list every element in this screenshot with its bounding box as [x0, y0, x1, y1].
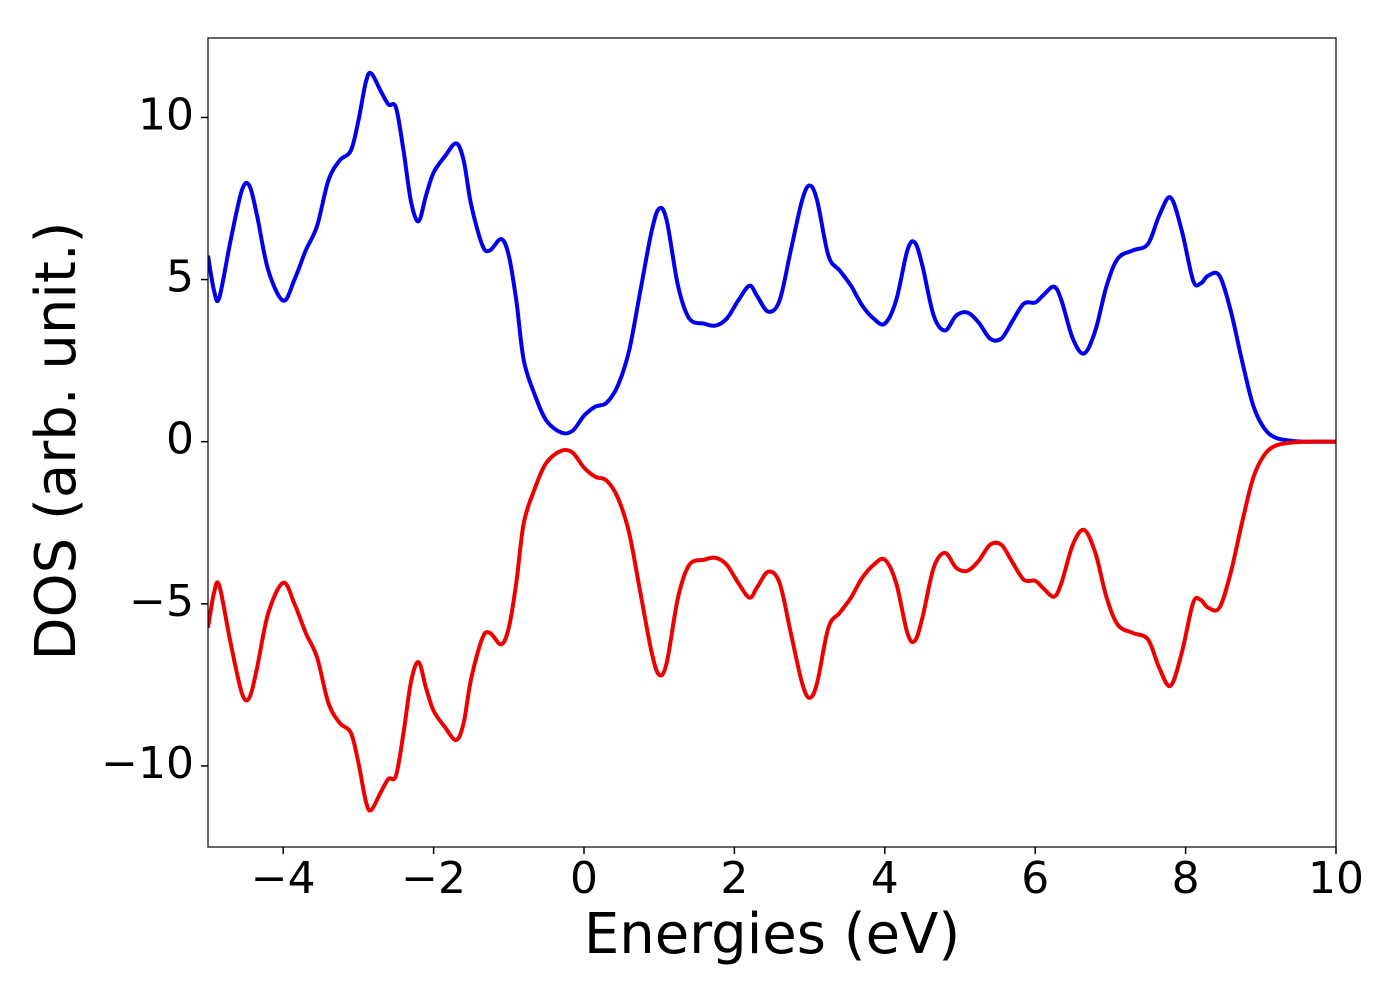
x-tick-label: 10: [1308, 853, 1364, 904]
x-tick-label: 0: [570, 853, 598, 904]
line-series: [208, 439, 1336, 813]
line-series: [208, 70, 1336, 444]
x-tick-label: −2: [401, 853, 466, 904]
plot-frame: [207, 37, 1337, 848]
x-tick-label: 2: [720, 853, 748, 904]
y-tick-label: 0: [166, 414, 194, 465]
y-tick-label: 5: [166, 252, 194, 303]
y-tick-label: −10: [101, 738, 194, 789]
y-tick-label: 10: [138, 89, 194, 140]
y-axis-label: DOS (arb. unit.): [24, 221, 89, 660]
x-tick-label: 4: [871, 853, 899, 904]
y-tick-label: −5: [129, 576, 194, 627]
x-axis-label: Energies (eV): [584, 902, 960, 967]
x-tick-label: −4: [251, 853, 316, 904]
x-tick-label: 8: [1172, 853, 1200, 904]
x-tick-label: 6: [1021, 853, 1049, 904]
